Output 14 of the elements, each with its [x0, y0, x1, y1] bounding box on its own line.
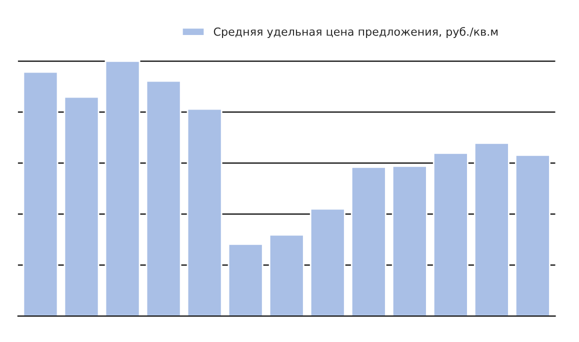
bar	[64, 96, 100, 316]
bar	[474, 142, 510, 316]
bar	[514, 154, 550, 316]
bar	[22, 71, 58, 316]
legend-label: Средняя удельная цена предложения, руб./кв.м	[214, 27, 498, 38]
bar	[432, 152, 468, 316]
bar	[268, 234, 304, 316]
bar	[350, 166, 386, 316]
bar	[310, 208, 346, 316]
bar	[104, 60, 140, 316]
bar	[392, 165, 428, 316]
bar	[186, 108, 222, 316]
bar	[146, 80, 182, 316]
bar	[228, 243, 264, 316]
